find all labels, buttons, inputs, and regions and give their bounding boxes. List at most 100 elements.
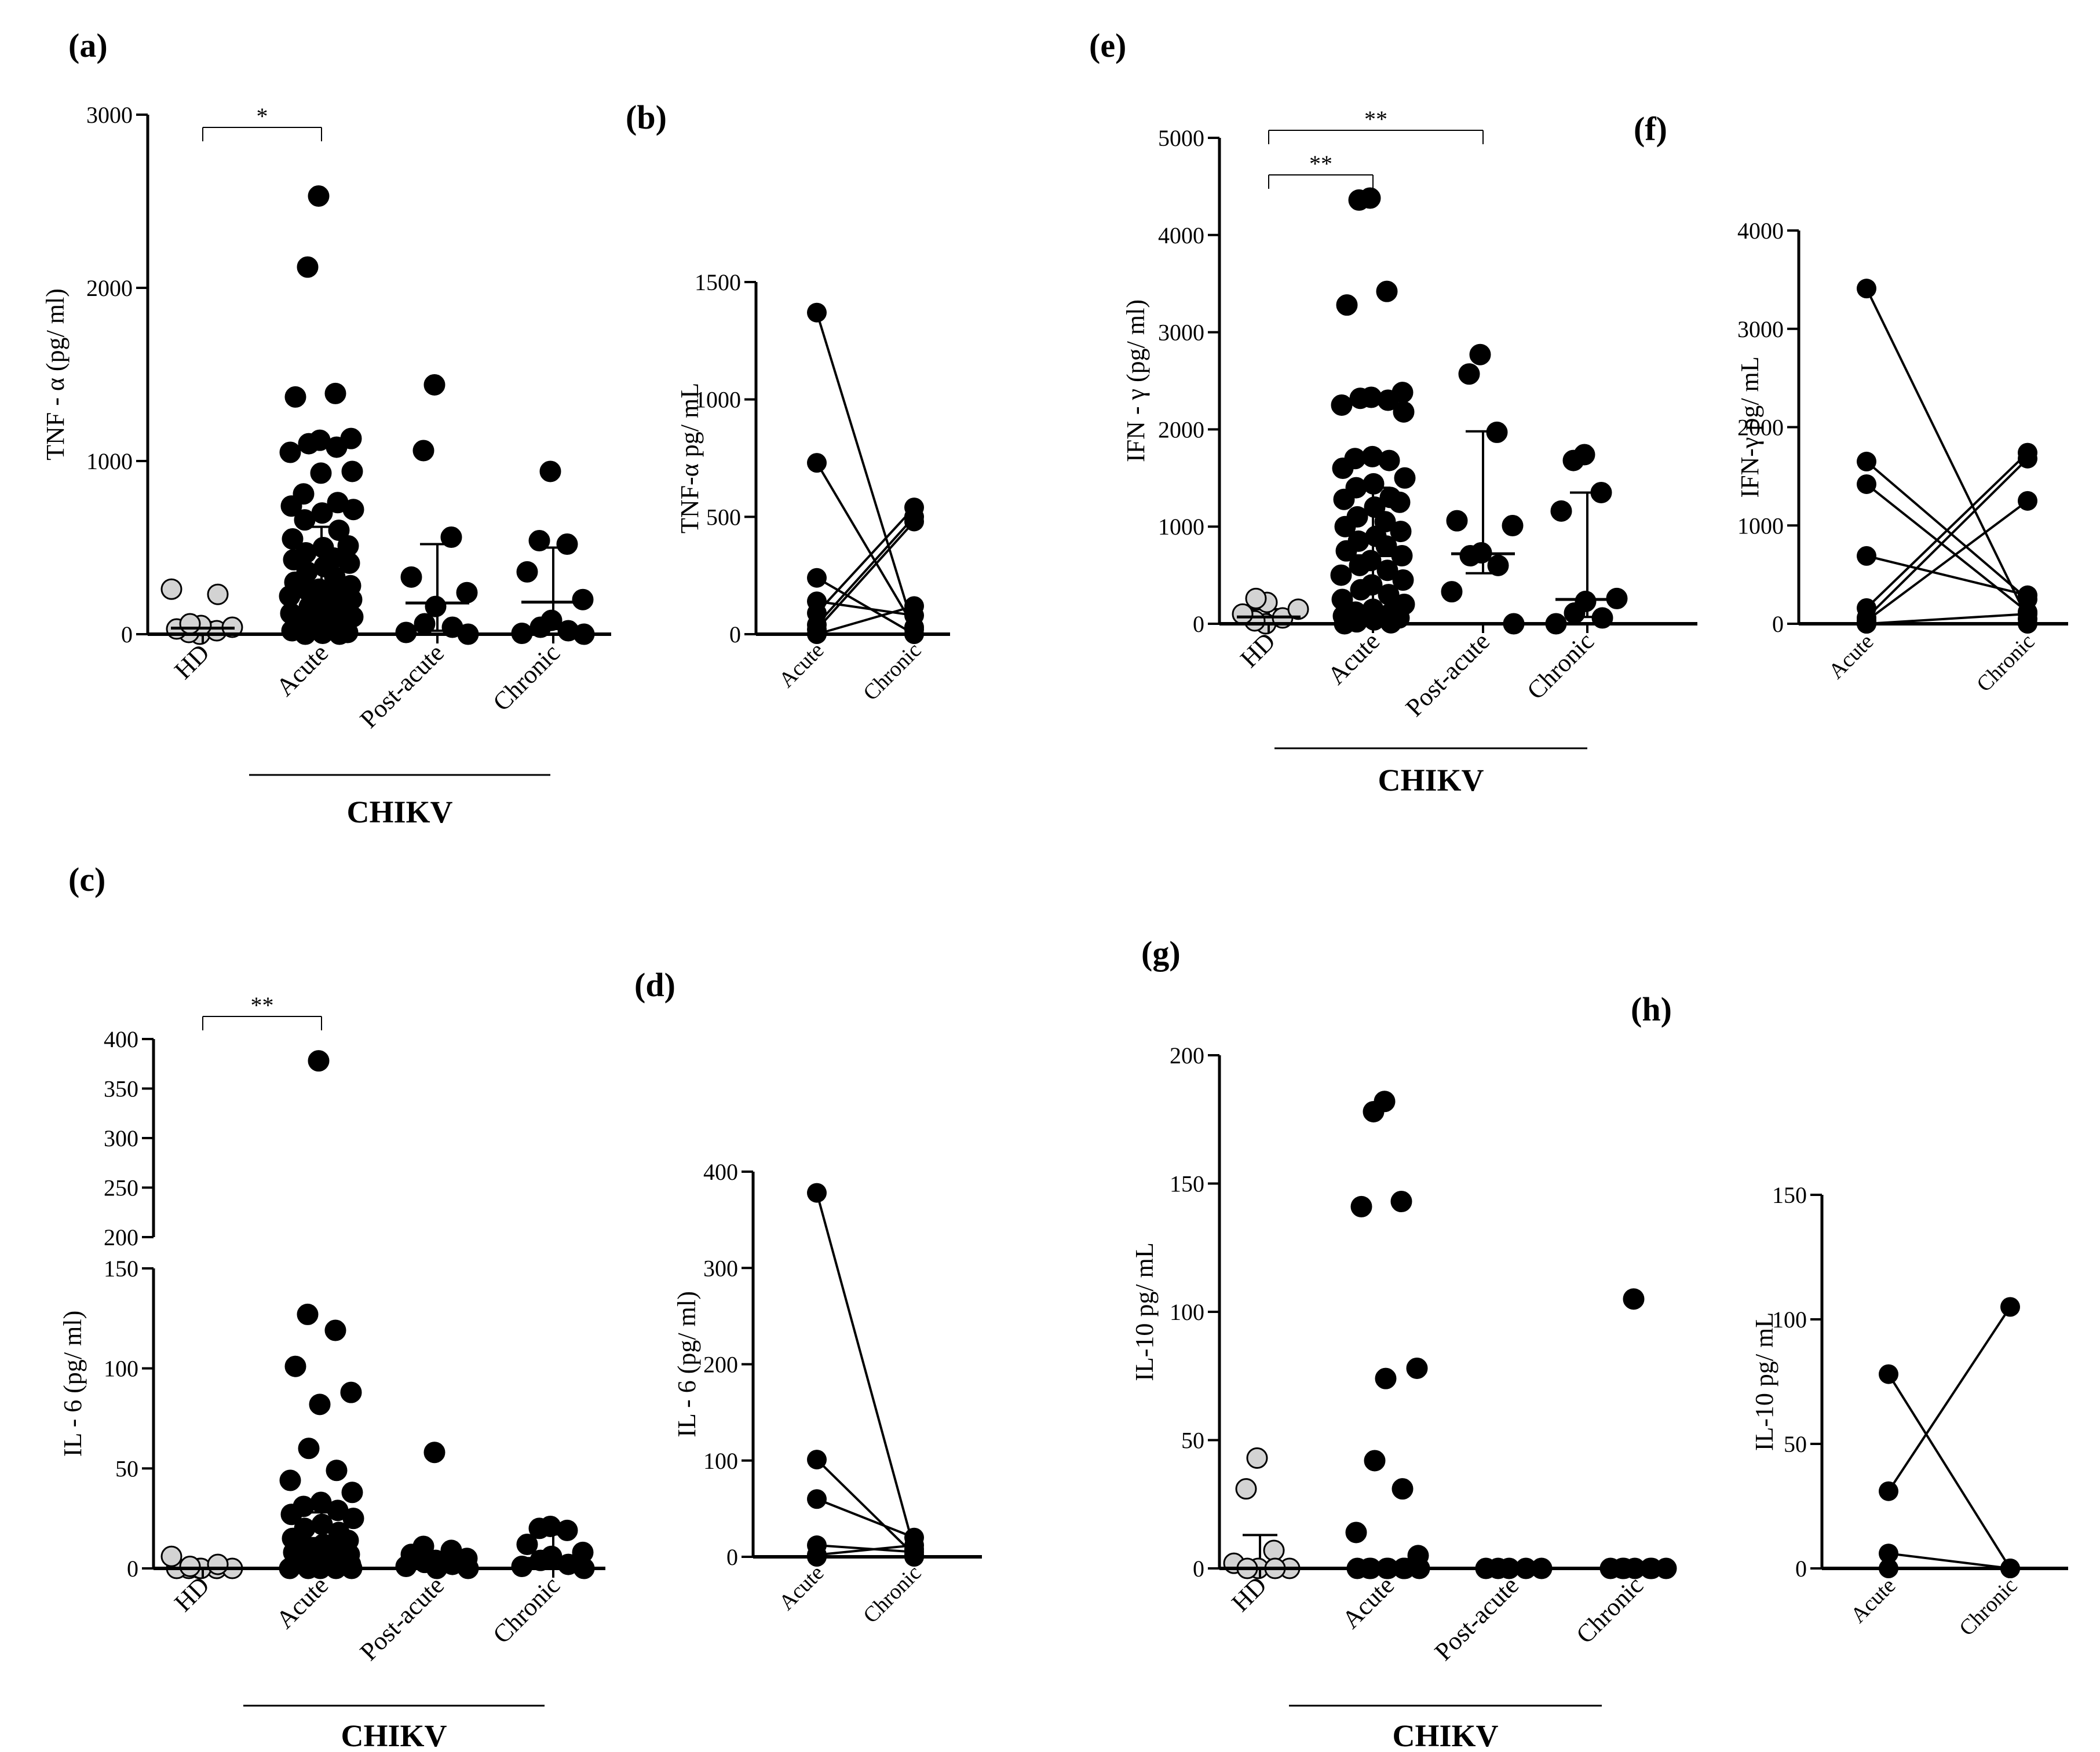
data-point [1246, 1447, 1268, 1469]
panel-label-f: (f) [1634, 110, 1667, 148]
x-category-label: HD [1235, 627, 1281, 673]
data-point [1562, 449, 1584, 471]
x-category-label: Chronic [1972, 630, 2039, 697]
data-point [1350, 579, 1372, 601]
y-tick-label: 0 [127, 1556, 138, 1582]
data-point [279, 1469, 301, 1491]
data-point-acute [1857, 546, 1876, 566]
y-tick-label: 350 [104, 1076, 138, 1102]
data-point [309, 1393, 331, 1416]
data-point [1364, 496, 1386, 518]
x-category-label: Acute [1846, 1574, 1901, 1628]
data-point [1389, 491, 1411, 513]
data-point [1375, 1367, 1397, 1389]
data-point [284, 1355, 306, 1377]
data-point [294, 509, 316, 531]
data-point [1623, 1288, 1645, 1310]
y-tick-label: 300 [104, 1125, 138, 1151]
x-category-label: Chronic [487, 638, 565, 716]
y-tick-label: 0 [1193, 1556, 1204, 1582]
data-point [1487, 554, 1509, 576]
data-point [528, 1517, 550, 1539]
data-point [516, 1534, 538, 1556]
x-category-label: Post-acute [1400, 627, 1495, 722]
data-point-acute [807, 302, 827, 323]
y-tick-label: 2000 [1737, 415, 1784, 441]
paired-line [816, 605, 915, 635]
data-point [395, 1556, 417, 1578]
data-point [539, 460, 561, 482]
data-point [338, 552, 360, 574]
paired-line [1888, 1552, 2011, 1570]
data-point-acute [1857, 474, 1876, 494]
data-point-acute [1879, 1481, 1898, 1501]
y-tick-label: 1000 [1737, 513, 1784, 539]
data-point [1232, 603, 1254, 625]
paired-line [816, 576, 915, 635]
data-point [1333, 488, 1355, 510]
data-point [1486, 421, 1508, 443]
data-point [1332, 458, 1354, 480]
data-point [207, 1553, 229, 1575]
paired-line [1865, 288, 2029, 620]
y-tick-label: 1000 [86, 448, 133, 474]
data-point [1394, 467, 1416, 489]
x-category-label: Chronic [1955, 1574, 2022, 1641]
data-point-acute [1857, 279, 1876, 299]
data-point [1564, 602, 1586, 624]
y-tick-label: 150 [1170, 1171, 1204, 1197]
data-point [1363, 473, 1385, 495]
data-point [326, 436, 348, 458]
data-point-acute [807, 1489, 827, 1509]
paired-line [816, 515, 915, 626]
chikv-group-label: CHIKV [341, 1718, 447, 1752]
data-point [1376, 559, 1398, 581]
x-category-label: Chronic [859, 1561, 926, 1628]
y-tick-label: 100 [1170, 1299, 1204, 1325]
x-category-label: Acute [271, 638, 334, 701]
x-category-label: Acute [1322, 627, 1385, 690]
y-tick-label: 400 [104, 1026, 138, 1052]
data-point [280, 1504, 302, 1526]
y-tick-label: 200 [1170, 1043, 1204, 1069]
data-point [341, 460, 363, 482]
y-tick-label: 2000 [1158, 416, 1204, 442]
data-point [1350, 1195, 1372, 1217]
y-tick-label: 100 [104, 1356, 138, 1382]
paired-line [1887, 1306, 2011, 1492]
chart-d-il6-paired: 0 100 200 300 400 IL - 6 (pg/ ml) Acute Chronic [673, 1159, 982, 1628]
chart-e-ifn-gamma: 0 1000 2000 3000 4000 5000 IFN - γ (pg/ ml) HD A… [1122, 106, 1697, 798]
y-axis-label: IFN - γ (pg/ ml) [1122, 299, 1150, 462]
data-point [1287, 598, 1309, 620]
data-point-acute [807, 568, 827, 588]
data-point [1390, 1191, 1412, 1213]
data-point [179, 1556, 201, 1578]
data-point [1458, 363, 1480, 385]
chart-f-ifn-gamma-paired: 0 1000 2000 3000 4000 IFN-γ pg/ mL Acute Chroni… [1736, 218, 2068, 697]
data-point [283, 548, 305, 570]
x-category-label: Acute [775, 1561, 829, 1615]
y-tick-label: 0 [726, 1544, 738, 1570]
data-point [572, 588, 594, 610]
data-point [1459, 545, 1481, 567]
x-category-label: Post-acute [1429, 1571, 1524, 1666]
x-category-label: Chronic [1571, 1571, 1649, 1649]
data-point-chronic [2018, 491, 2037, 511]
data-point-chronic [2000, 1297, 2020, 1317]
data-point [425, 595, 447, 617]
data-point-chronic [904, 511, 924, 532]
data-point [1345, 1521, 1367, 1543]
y-tick-label: 3000 [86, 102, 133, 128]
x-category-label: HD [169, 638, 215, 685]
paired-line [1887, 1373, 2011, 1570]
panel-label-e: (e) [1089, 27, 1126, 64]
y-tick-label: 3000 [1737, 316, 1784, 342]
data-point [1330, 564, 1352, 586]
data-point-acute [1857, 451, 1876, 471]
data-point [160, 578, 182, 600]
data-point [280, 495, 302, 517]
y-tick-label: 200 [703, 1352, 738, 1378]
data-point [1235, 1478, 1257, 1500]
paired-line [816, 506, 915, 614]
data-point [1263, 1539, 1285, 1561]
